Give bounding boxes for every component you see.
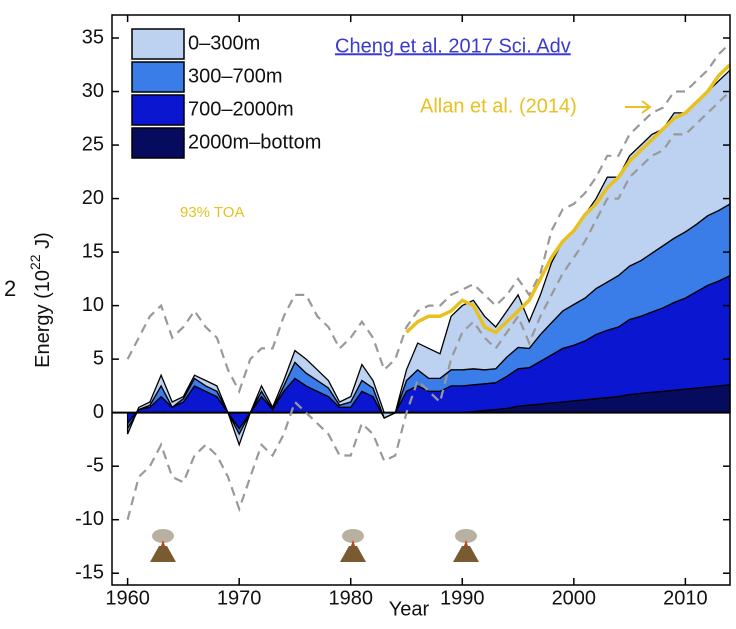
x-tick-label: 1990 [440, 587, 485, 609]
y-tick-label: 0 [93, 401, 104, 423]
legend-swatch [132, 95, 184, 125]
y-tick-label: 30 [82, 80, 104, 102]
y-tick-label: -15 [75, 562, 104, 584]
volcano-icons [150, 529, 479, 562]
legend-swatch [132, 29, 184, 59]
x-tick-label: 2010 [663, 587, 708, 609]
legend-label: 2000m–bottom [188, 131, 321, 153]
legend-label: 0–300m [188, 32, 260, 54]
source-annotation: Cheng et al. 2017 Sci. Adv [335, 35, 571, 57]
y-label-exponent: 22 [27, 254, 43, 270]
y-tick-label: 25 [82, 133, 104, 155]
volcano-icon [340, 529, 366, 562]
allan-arrow [625, 101, 650, 113]
legend-swatch [132, 62, 184, 92]
edge-text: 2 [4, 276, 16, 301]
y-axis-label: Energy (1022 J) [27, 232, 55, 368]
y-label-prefix: Energy (10 [32, 270, 54, 368]
y-tick-label: -5 [86, 454, 104, 476]
y-tick-label: 10 [82, 294, 104, 316]
y-label-suffix: J) [32, 232, 54, 254]
y-tick-label: 5 [93, 347, 104, 369]
x-tick-label: 1970 [217, 587, 262, 609]
x-tick-label: 1960 [105, 587, 150, 609]
x-axis-label: Year [389, 598, 430, 620]
y-tick-label: 15 [82, 240, 104, 262]
volcano-icon [150, 529, 176, 562]
legend-label: 700–2000m [188, 98, 294, 120]
legend-swatch [132, 128, 184, 158]
allan-annotation: Allan et al. (2014) [420, 95, 577, 117]
y-tick-label: -10 [75, 508, 104, 530]
x-tick-label: 1980 [328, 587, 373, 609]
x-tick-label: 2000 [552, 587, 597, 609]
legend-label: 300–700m [188, 65, 283, 87]
y-tick-label: 20 [82, 187, 104, 209]
y-tick-label: 35 [82, 26, 104, 48]
chart: 2 Energy (1022 J) Year -15 -10 -5 0 5 10 15 20 2… [0, 0, 736, 629]
volcano-icon [453, 529, 479, 562]
toa-annotation: 93% TOA [180, 204, 244, 221]
